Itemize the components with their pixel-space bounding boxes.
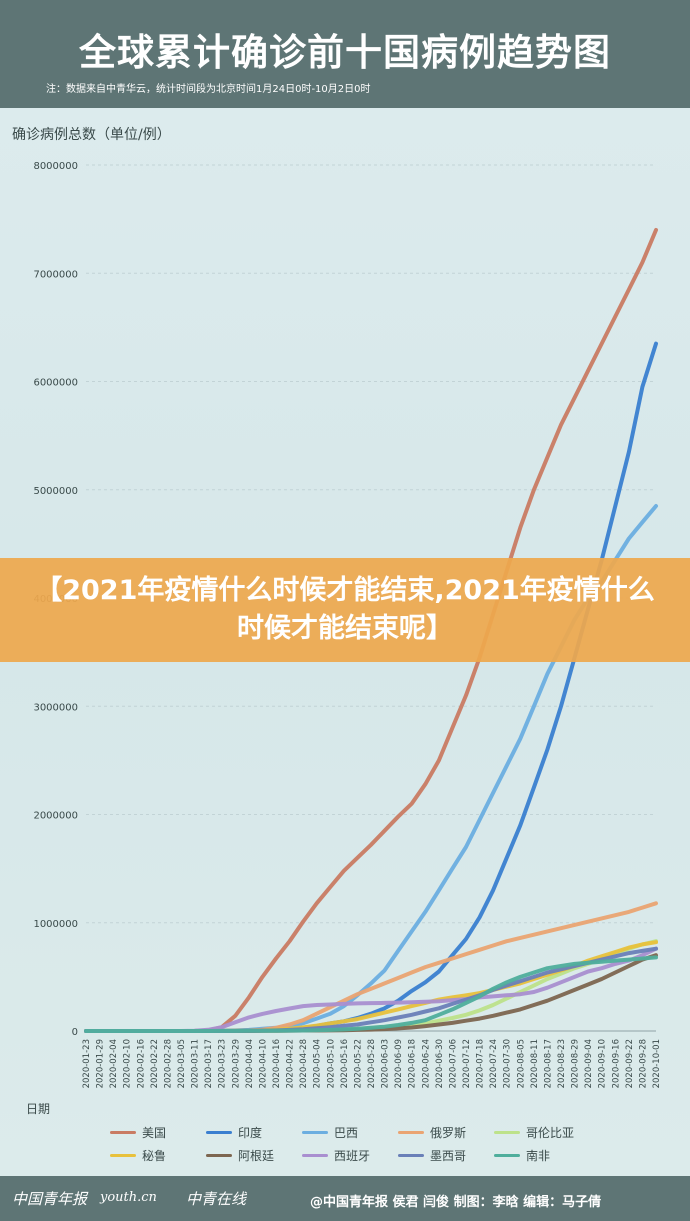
- legend-item: 墨西哥: [398, 1147, 494, 1164]
- x-tick-label: 2020-04-22: [286, 1039, 296, 1088]
- x-tick-label: 2020-02-16: [136, 1039, 146, 1088]
- x-tick-label: 2020-06-09: [394, 1039, 404, 1088]
- x-tick-labels: 2020-01-23 2020-01-29 2020-02-04 2020-02-10…: [82, 1039, 662, 1088]
- legend-swatch: [398, 1131, 424, 1134]
- legend-label: 墨西哥: [430, 1149, 467, 1163]
- x-tick-label: 2020-02-04: [109, 1039, 119, 1088]
- x-tick-label: 2020-04-10: [258, 1039, 268, 1088]
- legend-swatch: [302, 1154, 328, 1157]
- legend-label: 哥伦比亚: [526, 1126, 575, 1140]
- x-tick-label: 2020-02-10: [123, 1039, 133, 1088]
- y-axis-title: 确诊病例总数（单位/例）: [12, 127, 171, 143]
- legend-item: 美国: [110, 1124, 206, 1141]
- x-tick-label: 2020-03-29: [231, 1039, 241, 1088]
- brand-logo-cyol: 中青在线: [186, 1190, 247, 1208]
- footer-bar: 中国青年报 youth.cn 中青在线 @中国青年报 侯君 闫俊 制图：李晗 编…: [0, 1176, 690, 1221]
- x-tick-label: 2020-09-04: [584, 1039, 594, 1088]
- x-tick-label: 2020-05-10: [326, 1039, 336, 1088]
- x-tick-label: 2020-05-16: [340, 1039, 350, 1088]
- x-tick-label: 2020-09-16: [611, 1039, 621, 1088]
- brand-logo-youth-daily: 中国青年报: [12, 1190, 88, 1208]
- x-tick-label: 2020-07-18: [476, 1039, 486, 1088]
- x-tick-label: 2020-03-05: [177, 1039, 187, 1088]
- x-tick-label: 2020-06-18: [408, 1039, 418, 1088]
- legend-label: 阿根廷: [238, 1149, 275, 1163]
- x-tick-label: 2020-06-24: [421, 1039, 431, 1088]
- footer-credit: @中国青年报 侯君 闫俊 制图：李晗 编辑：马子倩: [310, 1195, 602, 1210]
- x-axis-title: 日期: [26, 1102, 51, 1116]
- chart-legend: 美国 印度 巴西 俄罗斯 哥伦比亚秘鲁 阿根廷 西班牙 墨西哥 南非: [110, 1124, 630, 1164]
- legend-swatch: [302, 1131, 328, 1134]
- x-tick-label: 2020-07-06: [448, 1039, 458, 1088]
- x-tick-label: 2020-05-28: [367, 1039, 377, 1088]
- legend-label: 巴西: [334, 1126, 359, 1140]
- legend-item: 哥伦比亚: [494, 1124, 590, 1141]
- y-tick-label: 2000000: [33, 811, 78, 822]
- y-tick-label: 0: [72, 1027, 78, 1038]
- x-tick-label: 2020-08-29: [571, 1039, 581, 1088]
- x-tick-label: 2020-07-24: [489, 1039, 499, 1088]
- y-tick-label: 5000000: [33, 486, 78, 497]
- x-tick-label: 2020-04-28: [299, 1039, 309, 1088]
- legend-swatch: [110, 1154, 136, 1157]
- y-tick-label: 7000000: [33, 269, 78, 280]
- x-tick-label: 2020-08-17: [543, 1039, 553, 1088]
- brand-logo-youth-cn: youth.cn: [100, 1190, 157, 1205]
- legend-item: 秘鲁: [110, 1147, 206, 1164]
- x-tick-label: 2020-02-22: [150, 1039, 160, 1088]
- series-line-南非: [84, 955, 658, 1033]
- legend-item: 俄罗斯: [398, 1124, 494, 1141]
- x-tick-label: 2020-01-23: [82, 1039, 92, 1088]
- legend-item: 印度: [206, 1124, 302, 1141]
- x-tick-label: 2020-04-04: [245, 1039, 255, 1088]
- legend-swatch: [398, 1154, 424, 1157]
- series-line-秘鲁: [84, 940, 658, 1033]
- x-tick-label: 2020-09-10: [598, 1039, 608, 1088]
- series-lines: [84, 228, 658, 1033]
- legend-label: 秘鲁: [142, 1149, 167, 1163]
- x-tick-label: 2020-08-05: [516, 1039, 526, 1088]
- legend-swatch: [494, 1131, 520, 1134]
- x-tick-label: 2020-08-11: [530, 1039, 540, 1088]
- header-bar: 全球累计确诊前十国病例趋势图 注：数据来自中青华云，统计时间段为北京时间1月24…: [0, 0, 690, 108]
- x-tick-label: 2020-03-11: [191, 1039, 201, 1088]
- x-tick-label: 2020-05-04: [313, 1039, 323, 1088]
- legend-swatch: [206, 1154, 232, 1157]
- x-tick-label: 2020-06-30: [435, 1039, 445, 1088]
- overlay-banner[interactable]: 【2021年疫情什么时候才能结束,2021年疫情什么时候才能结束呢】: [0, 558, 690, 662]
- x-tick-label: 2020-09-28: [638, 1039, 648, 1088]
- x-tick-label: 2020-03-23: [218, 1039, 228, 1088]
- y-tick-label: 3000000: [33, 702, 78, 713]
- legend-label: 南非: [526, 1149, 551, 1163]
- legend-label: 印度: [238, 1126, 263, 1140]
- legend-item: 南非: [494, 1147, 590, 1164]
- legend-label: 俄罗斯: [430, 1126, 467, 1140]
- legend-label: 美国: [142, 1126, 167, 1140]
- x-tick-label: 2020-10-01: [652, 1039, 662, 1088]
- banner-text: 【2021年疫情什么时候才能结束,2021年疫情什么时候才能结束呢】: [35, 575, 655, 644]
- legend-item: 阿根廷: [206, 1147, 302, 1164]
- legend-item: 西班牙: [302, 1147, 398, 1164]
- chart-title: 全球累计确诊前十国病例趋势图: [79, 31, 611, 74]
- x-tick-label: 2020-04-16: [272, 1039, 282, 1088]
- legend-item: 巴西: [302, 1124, 398, 1141]
- x-tick-label: 2020-08-23: [557, 1039, 567, 1088]
- x-tick-label: 2020-09-22: [625, 1039, 635, 1088]
- x-tick-label: 2020-05-22: [353, 1039, 363, 1088]
- y-tick-label: 8000000: [33, 161, 78, 172]
- y-tick-label: 1000000: [33, 919, 78, 930]
- x-tick-label: 2020-03-17: [204, 1039, 214, 1088]
- legend-label: 西班牙: [334, 1149, 371, 1163]
- x-tick-label: 2020-02-28: [163, 1039, 173, 1088]
- chart-subtitle: 注：数据来自中青华云，统计时间段为北京时间1月24日0时-10月2日0时: [46, 84, 371, 95]
- legend-swatch: [110, 1131, 136, 1134]
- x-tick-label: 2020-01-29: [96, 1039, 106, 1088]
- legend-swatch: [206, 1131, 232, 1134]
- y-tick-label: 6000000: [33, 378, 78, 389]
- x-tick-label: 2020-07-30: [503, 1039, 513, 1088]
- x-tick-label: 2020-06-03: [381, 1039, 391, 1088]
- legend-swatch: [494, 1154, 520, 1157]
- x-tick-label: 2020-07-12: [462, 1039, 472, 1088]
